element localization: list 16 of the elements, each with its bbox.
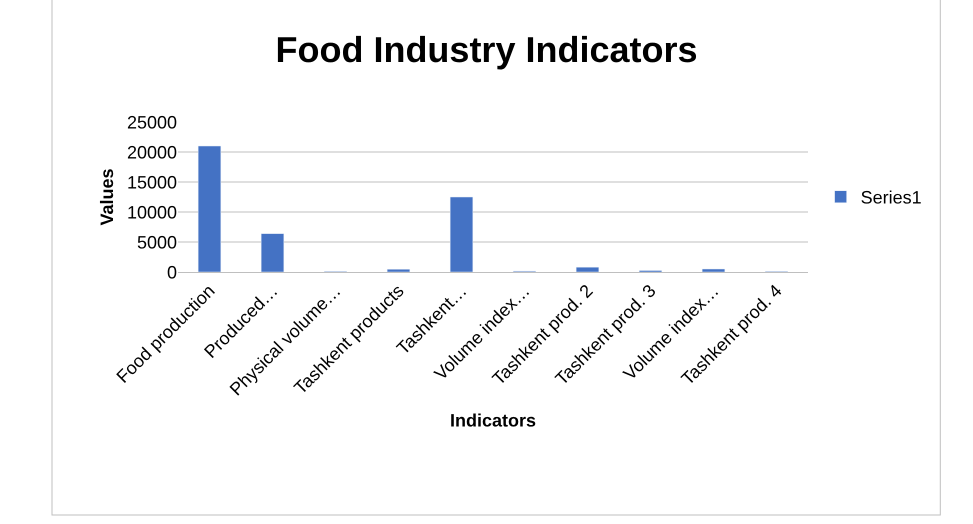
bar xyxy=(386,269,410,272)
bar xyxy=(576,266,600,272)
bar xyxy=(260,233,284,272)
x-axis-title: Indicators xyxy=(450,410,536,431)
bar xyxy=(198,146,222,272)
bar xyxy=(702,268,726,272)
legend-label: Series1 xyxy=(860,188,922,208)
y-tick-label: 25000 xyxy=(126,112,177,132)
y-axis-title: Values xyxy=(97,168,118,226)
y-tick-label: 15000 xyxy=(126,172,177,192)
y-tick-label: 10000 xyxy=(126,202,177,222)
y-tick-label: 20000 xyxy=(126,142,177,162)
y-tick-label: 5000 xyxy=(136,232,177,252)
chart-title: Food Industry Indicators xyxy=(275,28,698,70)
bar xyxy=(450,196,474,272)
y-tick-label: 0 xyxy=(166,262,177,282)
